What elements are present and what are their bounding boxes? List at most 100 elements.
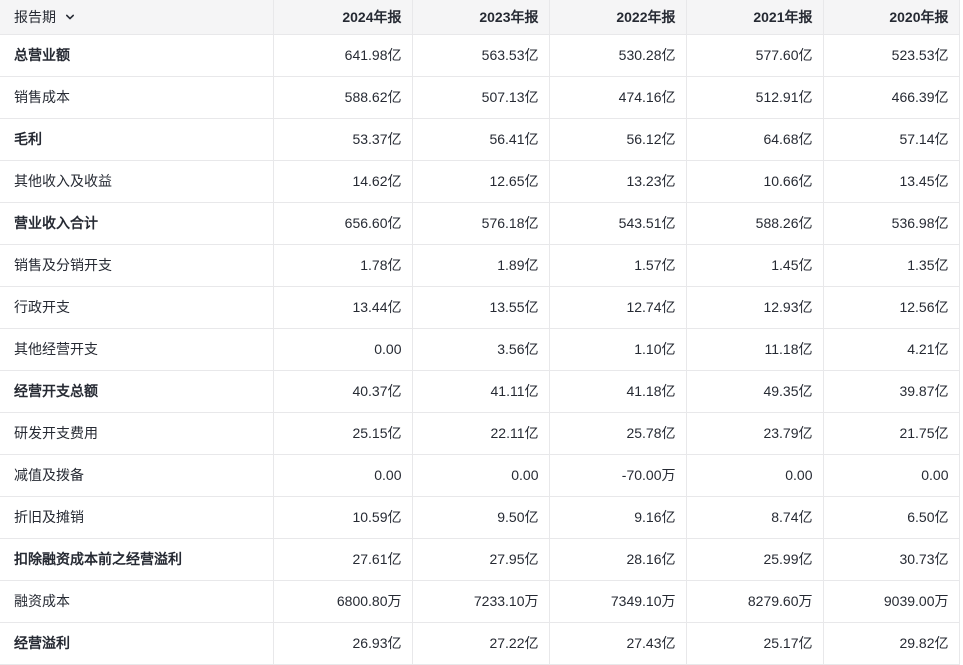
cell-value: 26.93亿 bbox=[273, 622, 413, 665]
row-label: 研发开支费用 bbox=[0, 412, 274, 455]
cell-value: -70.00万 bbox=[549, 454, 687, 497]
table-row: 毛利 53.37亿 56.41亿 56.12亿 64.68亿 57.14亿 bbox=[0, 118, 960, 161]
cell-value: 23.79亿 bbox=[686, 412, 824, 455]
cell-value: 40.37亿 bbox=[273, 370, 413, 413]
cell-value: 576.18亿 bbox=[412, 202, 550, 245]
cell-value: 6.50亿 bbox=[823, 496, 960, 539]
year-column-header: 2021年报 bbox=[686, 0, 824, 35]
table-row: 销售成本 588.62亿 507.13亿 474.16亿 512.91亿 466.39亿 bbox=[0, 76, 960, 119]
cell-value: 1.45亿 bbox=[686, 244, 824, 287]
cell-value: 27.61亿 bbox=[273, 538, 413, 581]
cell-value: 56.12亿 bbox=[549, 118, 687, 161]
cell-value: 9.50亿 bbox=[412, 496, 550, 539]
chevron-down-icon bbox=[64, 11, 76, 23]
table-row: 销售及分销开支 1.78亿 1.89亿 1.57亿 1.45亿 1.35亿 bbox=[0, 244, 960, 287]
cell-value: 28.16亿 bbox=[549, 538, 687, 581]
table-row: 其他经营开支 0.00 3.56亿 1.10亿 11.18亿 4.21亿 bbox=[0, 328, 960, 371]
cell-value: 49.35亿 bbox=[686, 370, 824, 413]
cell-value: 41.18亿 bbox=[549, 370, 687, 413]
cell-value: 9039.00万 bbox=[823, 580, 960, 623]
row-label: 销售及分销开支 bbox=[0, 244, 274, 287]
cell-value: 25.15亿 bbox=[273, 412, 413, 455]
row-label: 总营业额 bbox=[0, 34, 274, 77]
table-body: 总营业额 641.98亿 563.53亿 530.28亿 577.60亿 523.53亿销… bbox=[0, 34, 960, 665]
cell-value: 512.91亿 bbox=[686, 76, 824, 119]
cell-value: 14.62亿 bbox=[273, 160, 413, 203]
cell-value: 12.65亿 bbox=[412, 160, 550, 203]
cell-value: 8.74亿 bbox=[686, 496, 824, 539]
table-row: 经营溢利 26.93亿 27.22亿 27.43亿 25.17亿 29.82亿 bbox=[0, 622, 960, 665]
cell-value: 10.59亿 bbox=[273, 496, 413, 539]
cell-value: 56.41亿 bbox=[412, 118, 550, 161]
cell-value: 7233.10万 bbox=[412, 580, 550, 623]
cell-value: 13.44亿 bbox=[273, 286, 413, 329]
cell-value: 0.00 bbox=[686, 454, 824, 497]
cell-value: 29.82亿 bbox=[823, 622, 960, 665]
cell-value: 1.35亿 bbox=[823, 244, 960, 287]
year-column-header: 2024年报 bbox=[273, 0, 413, 35]
table-row: 其他收入及收益 14.62亿 12.65亿 13.23亿 10.66亿 13.45亿 bbox=[0, 160, 960, 203]
cell-value: 641.98亿 bbox=[273, 34, 413, 77]
year-column-header: 2022年报 bbox=[549, 0, 687, 35]
cell-value: 588.26亿 bbox=[686, 202, 824, 245]
row-label: 扣除融资成本前之经营溢利 bbox=[0, 538, 274, 581]
cell-value: 57.14亿 bbox=[823, 118, 960, 161]
cell-value: 0.00 bbox=[273, 328, 413, 371]
row-label: 经营开支总额 bbox=[0, 370, 274, 413]
cell-value: 11.18亿 bbox=[686, 328, 824, 371]
table-row: 折旧及摊销 10.59亿 9.50亿 9.16亿 8.74亿 6.50亿 bbox=[0, 496, 960, 539]
cell-value: 21.75亿 bbox=[823, 412, 960, 455]
table-row: 营业收入合计 656.60亿 576.18亿 543.51亿 588.26亿 536.98… bbox=[0, 202, 960, 245]
table-header-row: 报告期 2024年报 2023年报 2022年报 2021年报 2020年报 bbox=[0, 0, 960, 35]
cell-value: 474.16亿 bbox=[549, 76, 687, 119]
row-label: 其他收入及收益 bbox=[0, 160, 274, 203]
cell-value: 10.66亿 bbox=[686, 160, 824, 203]
cell-value: 588.62亿 bbox=[273, 76, 413, 119]
cell-value: 0.00 bbox=[273, 454, 413, 497]
cell-value: 13.23亿 bbox=[549, 160, 687, 203]
year-column-header: 2020年报 bbox=[823, 0, 960, 35]
table-row: 扣除融资成本前之经营溢利 27.61亿 27.95亿 28.16亿 25.99亿 30.7… bbox=[0, 538, 960, 581]
row-label: 折旧及摊销 bbox=[0, 496, 274, 539]
cell-value: 7349.10万 bbox=[549, 580, 687, 623]
cell-value: 12.93亿 bbox=[686, 286, 824, 329]
row-label: 营业收入合计 bbox=[0, 202, 274, 245]
table-row: 行政开支 13.44亿 13.55亿 12.74亿 12.93亿 12.56亿 bbox=[0, 286, 960, 329]
cell-value: 563.53亿 bbox=[412, 34, 550, 77]
cell-value: 1.89亿 bbox=[412, 244, 550, 287]
cell-value: 27.22亿 bbox=[412, 622, 550, 665]
table-row: 经营开支总额 40.37亿 41.11亿 41.18亿 49.35亿 39.87亿 bbox=[0, 370, 960, 413]
cell-value: 536.98亿 bbox=[823, 202, 960, 245]
report-period-dropdown[interactable]: 报告期 bbox=[0, 0, 274, 35]
cell-value: 25.78亿 bbox=[549, 412, 687, 455]
row-label: 经营溢利 bbox=[0, 622, 274, 665]
cell-value: 1.78亿 bbox=[273, 244, 413, 287]
report-period-label: 报告期 bbox=[14, 8, 56, 25]
cell-value: 22.11亿 bbox=[412, 412, 550, 455]
table-row: 融资成本 6800.80万 7233.10万 7349.10万 8279.60万 9039… bbox=[0, 580, 960, 623]
row-label: 销售成本 bbox=[0, 76, 274, 119]
cell-value: 27.95亿 bbox=[412, 538, 550, 581]
cell-value: 13.45亿 bbox=[823, 160, 960, 203]
cell-value: 543.51亿 bbox=[549, 202, 687, 245]
table-row: 研发开支费用 25.15亿 22.11亿 25.78亿 23.79亿 21.75亿 bbox=[0, 412, 960, 455]
row-label: 融资成本 bbox=[0, 580, 274, 623]
cell-value: 8279.60万 bbox=[686, 580, 824, 623]
cell-value: 0.00 bbox=[412, 454, 550, 497]
cell-value: 656.60亿 bbox=[273, 202, 413, 245]
cell-value: 39.87亿 bbox=[823, 370, 960, 413]
cell-value: 1.10亿 bbox=[549, 328, 687, 371]
cell-value: 466.39亿 bbox=[823, 76, 960, 119]
cell-value: 25.99亿 bbox=[686, 538, 824, 581]
cell-value: 25.17亿 bbox=[686, 622, 824, 665]
cell-value: 0.00 bbox=[823, 454, 960, 497]
table-row: 减值及拨备 0.00 0.00 -70.00万 0.00 0.00 bbox=[0, 454, 960, 497]
cell-value: 64.68亿 bbox=[686, 118, 824, 161]
cell-value: 1.57亿 bbox=[549, 244, 687, 287]
year-column-header: 2023年报 bbox=[412, 0, 550, 35]
table-row: 总营业额 641.98亿 563.53亿 530.28亿 577.60亿 523.53亿 bbox=[0, 34, 960, 77]
cell-value: 9.16亿 bbox=[549, 496, 687, 539]
cell-value: 27.43亿 bbox=[549, 622, 687, 665]
cell-value: 41.11亿 bbox=[412, 370, 550, 413]
